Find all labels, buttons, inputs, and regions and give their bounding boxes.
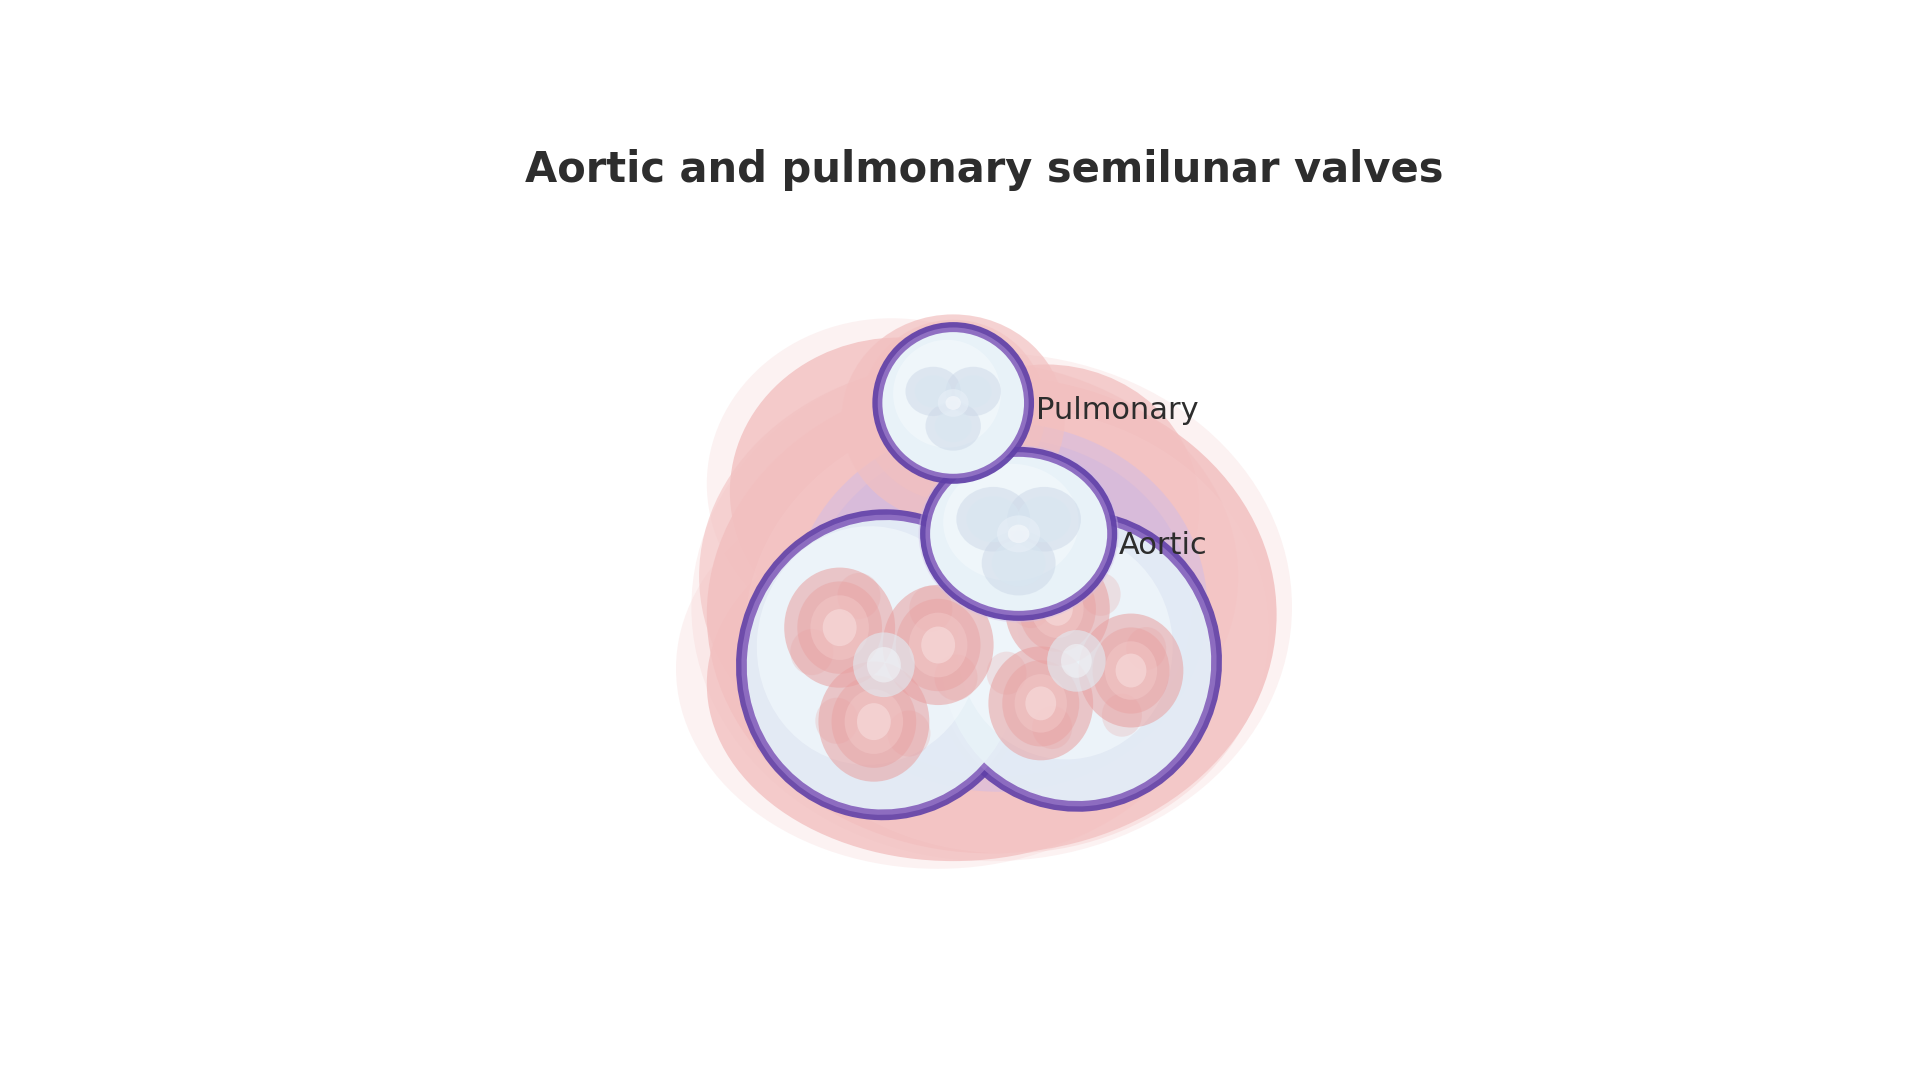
Ellipse shape xyxy=(1033,706,1071,750)
Ellipse shape xyxy=(908,612,968,677)
Ellipse shape xyxy=(937,516,1217,806)
Ellipse shape xyxy=(741,514,1027,815)
Ellipse shape xyxy=(918,445,1119,622)
Ellipse shape xyxy=(824,609,856,646)
Ellipse shape xyxy=(1020,566,1096,652)
Ellipse shape xyxy=(883,333,1023,474)
Ellipse shape xyxy=(816,698,858,744)
Ellipse shape xyxy=(877,327,1029,478)
Ellipse shape xyxy=(707,507,1200,861)
Ellipse shape xyxy=(1046,630,1106,691)
Ellipse shape xyxy=(1062,644,1092,678)
Ellipse shape xyxy=(735,510,1031,820)
Ellipse shape xyxy=(931,510,1221,812)
Ellipse shape xyxy=(925,402,981,450)
Ellipse shape xyxy=(791,629,833,675)
Ellipse shape xyxy=(676,469,1200,868)
Ellipse shape xyxy=(956,487,1031,552)
Ellipse shape xyxy=(1008,525,1029,543)
Ellipse shape xyxy=(989,647,1092,760)
Ellipse shape xyxy=(922,626,954,663)
Ellipse shape xyxy=(1010,585,1050,629)
Ellipse shape xyxy=(730,337,1069,646)
Ellipse shape xyxy=(956,531,1173,759)
Ellipse shape xyxy=(945,367,1000,416)
Ellipse shape xyxy=(910,585,952,632)
Ellipse shape xyxy=(1006,487,1081,552)
Ellipse shape xyxy=(783,568,895,688)
Ellipse shape xyxy=(937,515,1217,807)
Ellipse shape xyxy=(707,319,1077,649)
Ellipse shape xyxy=(1127,627,1165,671)
Ellipse shape xyxy=(935,410,972,442)
Ellipse shape xyxy=(707,376,1277,853)
Text: Pulmonary: Pulmonary xyxy=(1037,396,1198,426)
Text: Aortic: Aortic xyxy=(1119,531,1208,559)
Ellipse shape xyxy=(887,711,931,757)
Ellipse shape xyxy=(897,598,981,691)
Ellipse shape xyxy=(920,447,1117,621)
Ellipse shape xyxy=(845,689,902,754)
Ellipse shape xyxy=(941,521,1212,801)
Ellipse shape xyxy=(925,453,1112,616)
Ellipse shape xyxy=(981,530,1056,595)
Ellipse shape xyxy=(993,540,1046,586)
Ellipse shape xyxy=(841,314,1066,523)
Ellipse shape xyxy=(810,595,870,660)
Ellipse shape xyxy=(797,581,881,674)
Ellipse shape xyxy=(1043,592,1073,625)
Ellipse shape xyxy=(741,515,1027,814)
Ellipse shape xyxy=(937,389,968,417)
Ellipse shape xyxy=(756,526,981,765)
Ellipse shape xyxy=(837,572,881,619)
Ellipse shape xyxy=(691,353,1292,861)
Ellipse shape xyxy=(745,407,1269,853)
Text: Aortic and pulmonary semilunar valves: Aortic and pulmonary semilunar valves xyxy=(524,149,1444,191)
Ellipse shape xyxy=(791,422,1208,792)
Ellipse shape xyxy=(1002,660,1079,746)
Ellipse shape xyxy=(1025,687,1056,720)
Ellipse shape xyxy=(872,322,1035,484)
Ellipse shape xyxy=(987,651,1027,694)
Ellipse shape xyxy=(1116,653,1146,688)
Ellipse shape xyxy=(1004,552,1110,665)
Ellipse shape xyxy=(914,375,952,407)
Ellipse shape xyxy=(806,437,1192,777)
Ellipse shape xyxy=(1092,627,1169,714)
Ellipse shape xyxy=(883,585,995,705)
Ellipse shape xyxy=(699,361,1238,792)
Ellipse shape xyxy=(945,396,960,410)
Ellipse shape xyxy=(891,364,1200,649)
Ellipse shape xyxy=(893,340,1000,447)
Ellipse shape xyxy=(1014,674,1068,732)
Ellipse shape xyxy=(1102,693,1142,737)
Ellipse shape xyxy=(1104,642,1158,700)
Ellipse shape xyxy=(943,463,1079,581)
Ellipse shape xyxy=(856,703,891,740)
Ellipse shape xyxy=(954,375,993,407)
Ellipse shape xyxy=(1018,496,1071,542)
Ellipse shape xyxy=(1079,613,1183,728)
Ellipse shape xyxy=(747,521,1021,809)
Ellipse shape xyxy=(852,633,914,697)
Ellipse shape xyxy=(966,496,1020,542)
Ellipse shape xyxy=(868,647,900,683)
Ellipse shape xyxy=(1031,580,1083,638)
Ellipse shape xyxy=(818,662,929,782)
Ellipse shape xyxy=(860,320,1046,501)
Ellipse shape xyxy=(906,367,960,416)
Ellipse shape xyxy=(929,457,1108,611)
Ellipse shape xyxy=(935,654,977,701)
Ellipse shape xyxy=(1081,572,1121,616)
Ellipse shape xyxy=(831,675,916,768)
Ellipse shape xyxy=(996,515,1041,552)
